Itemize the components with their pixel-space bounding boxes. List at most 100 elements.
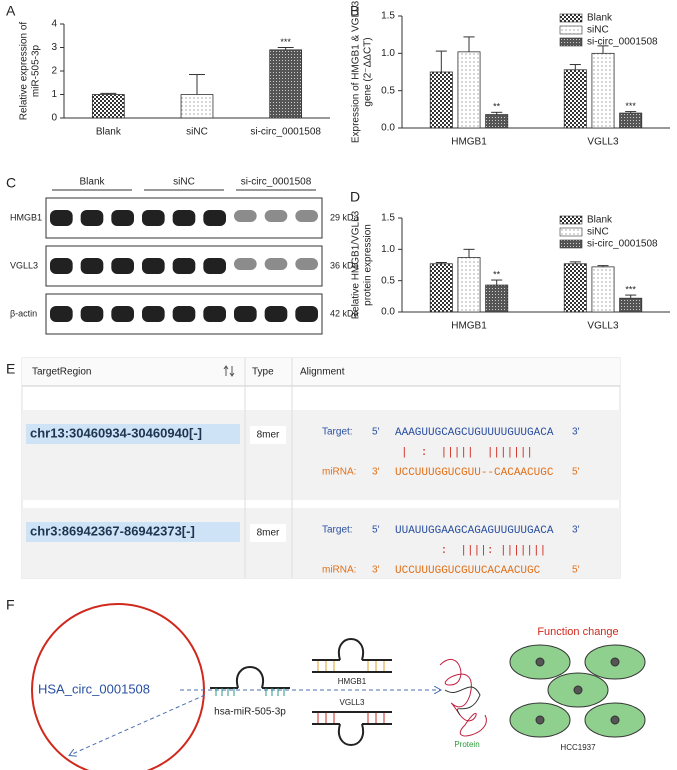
y-axis-label: Expression of HMGB1 & VGLL3	[351, 0, 362, 143]
x-tick-label: siNC	[186, 127, 208, 138]
x-tick-label: VGLL3	[587, 321, 619, 332]
significance: **	[493, 102, 501, 112]
table-header-cell: Type	[252, 367, 274, 378]
region: chr13:30460934-30460940[-]	[30, 425, 202, 440]
y-axis-label: miR-505-3p	[31, 44, 42, 97]
x-tick-label: HMGB1	[451, 321, 487, 332]
duplex	[312, 638, 392, 673]
end-label: 5′	[372, 427, 380, 438]
type: 8mer	[257, 430, 280, 441]
row-label: VGLL3	[10, 260, 38, 270]
band	[111, 306, 134, 322]
panel-letter: E	[6, 361, 15, 377]
bar	[180, 94, 214, 119]
function-label: Function change	[537, 626, 618, 638]
band	[264, 210, 288, 222]
panel-letter: C	[6, 175, 16, 191]
target-label: HMGB1	[338, 677, 367, 686]
size-label: 29 kDa	[330, 212, 359, 222]
significance: **	[493, 269, 501, 279]
pairs: : ||||: |||||||	[401, 545, 546, 557]
y-tick-label: 0.5	[381, 85, 395, 96]
legend-label: si-circ_0001508	[587, 239, 658, 250]
protein	[444, 686, 481, 716]
mirna-hairpin	[210, 666, 290, 689]
bar	[457, 51, 481, 129]
protein	[439, 658, 487, 737]
y-tick-label: 0.5	[381, 275, 395, 286]
y-tick-label: 0.0	[381, 123, 395, 134]
bar	[429, 71, 453, 129]
end-label: 3′	[572, 427, 580, 438]
band	[172, 258, 196, 274]
band	[234, 306, 257, 322]
y-axis-label: Relative expression of	[19, 22, 30, 121]
y-tick-label: 0.0	[381, 307, 395, 318]
band	[142, 306, 165, 322]
legend-swatch	[559, 25, 583, 35]
band	[295, 258, 318, 270]
x-tick-label: Blank	[96, 127, 122, 138]
bases	[317, 713, 385, 723]
y-tick-label: 3	[51, 42, 57, 53]
end-label: 3′	[372, 565, 380, 576]
mirna-label: miRNA:	[322, 467, 356, 478]
band	[111, 210, 134, 226]
y-tick-label: 4	[51, 19, 57, 30]
end-label: 5′	[572, 565, 580, 576]
bar	[591, 52, 615, 129]
bar	[457, 257, 481, 313]
band	[80, 306, 104, 322]
bar	[591, 266, 615, 313]
panel-letter: D	[350, 189, 360, 205]
band	[203, 258, 226, 274]
bar	[619, 112, 643, 129]
significance: ***	[625, 101, 636, 111]
table-header-cell: Alignment	[300, 367, 345, 378]
end-label: 3′	[572, 525, 580, 536]
size-label: 36 kDa	[330, 260, 359, 270]
band	[264, 258, 288, 270]
band	[172, 306, 196, 322]
pairs: | : ||||| |||||||	[401, 447, 533, 459]
region: chr3:86942367-86942373[-]	[30, 523, 195, 538]
band	[203, 210, 226, 226]
lane-group-label: Blank	[79, 177, 105, 188]
significance: ***	[280, 37, 291, 47]
lane-group-label: si-circ_0001508	[241, 177, 312, 188]
band	[142, 258, 165, 274]
band	[111, 258, 134, 274]
y-axis-label: Relative HMGB1/VGLL3	[351, 210, 362, 319]
bar	[91, 94, 125, 119]
panel-letter: B	[350, 3, 359, 19]
mirna-label: miRNA:	[322, 565, 356, 576]
protein-label: Protein	[454, 740, 479, 749]
y-tick-label: 1.0	[381, 244, 395, 255]
end-label: 5′	[372, 525, 380, 536]
legend-label: siNC	[587, 227, 609, 238]
legend-label: Blank	[587, 13, 613, 24]
bar	[619, 297, 643, 313]
end-label: 3′	[372, 467, 380, 478]
row-bg	[22, 508, 620, 578]
circ-label: HSA_circ_0001508	[38, 681, 150, 696]
y-axis-label: gene (2⁻ΔΔCT)	[363, 37, 374, 106]
type-box	[250, 524, 286, 542]
region-highlight	[26, 424, 240, 444]
row-label: β-actin	[10, 308, 37, 318]
y-tick-label: 1.0	[381, 48, 395, 59]
target-label: VGLL3	[340, 698, 365, 707]
bar	[429, 263, 453, 313]
legend-label: si-circ_0001508	[587, 37, 658, 48]
cells	[509, 644, 646, 738]
sequence: UUAUUGGAAGCAGAGUUGUUGACA	[395, 525, 554, 537]
band	[80, 210, 104, 226]
y-tick-label: 2	[51, 66, 57, 77]
panel-letter: F	[6, 597, 15, 613]
band	[295, 210, 318, 222]
band	[142, 210, 165, 226]
y-axis-label: protein expression	[363, 224, 374, 306]
lane-group-label: siNC	[173, 177, 195, 188]
bar	[563, 69, 587, 129]
bar	[485, 284, 509, 313]
